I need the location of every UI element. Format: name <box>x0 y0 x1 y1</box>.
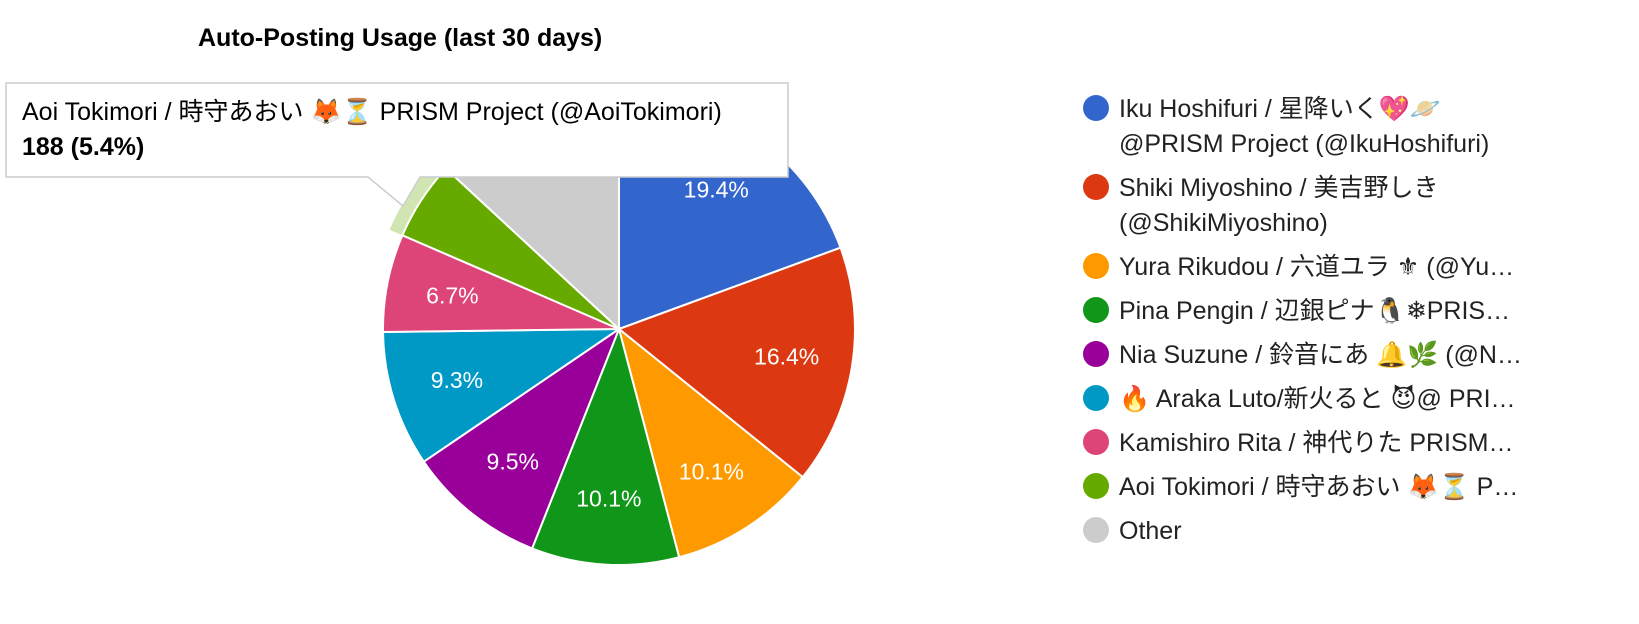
slice-label: 9.3% <box>431 367 483 393</box>
legend-swatch <box>1083 95 1109 121</box>
pie-slices <box>382 91 856 566</box>
legend-swatch <box>1083 429 1109 455</box>
legend-label: Iku Hoshifuri / 星降いく💖🪐 <box>1119 94 1442 123</box>
legend-label: Aoi Tokimori / 時守あおい 🦊⏳ P… <box>1119 472 1518 501</box>
slice-highlight-ring <box>389 159 446 236</box>
legend-item-araka-luto[interactable]: 🔥 Araka Luto/新火ると 😈@ PRI… <box>1083 384 1516 413</box>
legend-item-yura-rikudou[interactable]: Yura Rikudou / 六道ユラ ⚜ (@Yu… <box>1083 253 1514 281</box>
legend-swatch <box>1083 385 1109 411</box>
legend-label: Yura Rikudou / 六道ユラ ⚜ (@Yu… <box>1119 253 1514 281</box>
pie-slice-shiki-miyoshino-shikimiyoshino[interactable] <box>616 246 856 479</box>
legend-swatch <box>1083 517 1109 543</box>
slice-label: 16.4% <box>754 344 819 370</box>
slice-label: 6.7% <box>426 283 478 309</box>
legend-item-shiki-miyoshino-shikimiyoshino[interactable]: Shiki Miyoshino / 美吉野しき (@ShikiMiyoshino) <box>1083 174 1439 237</box>
legend-label: Other <box>1119 517 1182 545</box>
legend-label: Kamishiro Rita / 神代りた PRISM… <box>1119 429 1514 457</box>
legend-item-iku-hoshifuri-prism-project-ik[interactable]: Iku Hoshifuri / 星降いく💖🪐 @PRISM Project (@I… <box>1083 94 1489 158</box>
legend-item-kamishiro-rita-prism[interactable]: Kamishiro Rita / 神代りた PRISM… <box>1083 429 1514 457</box>
slice-label: 10.1% <box>576 486 641 512</box>
legend-label: Pina Pengin / 辺銀ピナ🐧❄PRIS… <box>1119 296 1510 325</box>
chart-title: Auto-Posting Usage (last 30 days) <box>198 24 602 52</box>
pie-slice-araka-luto[interactable] <box>382 327 623 464</box>
slice-label: 19.4% <box>684 177 749 203</box>
tooltip: Aoi Tokimori / 時守あおい 🦊⏳ PRISM Project (@… <box>5 82 789 208</box>
legend-label: 🔥 Araka Luto/新火ると 😈@ PRI… <box>1119 384 1516 413</box>
tooltip-series-name: Aoi Tokimori / 時守あおい 🦊⏳ PRISM Project (@… <box>22 97 722 126</box>
slice-label: 9.5% <box>487 449 539 475</box>
legend-swatch <box>1083 473 1109 499</box>
legend-label: @PRISM Project (@IkuHoshifuri) <box>1119 130 1489 158</box>
legend-item-other[interactable]: Other <box>1083 517 1182 545</box>
pie-slice-pina-pengin[interactable] <box>530 325 681 566</box>
slice-label: 10.1% <box>679 459 744 485</box>
tooltip-box <box>5 82 789 208</box>
legend-swatch <box>1083 174 1109 200</box>
pie-slice-nia-suzune[interactable] <box>422 326 622 550</box>
legend-label: Shiki Miyoshino / 美吉野しき <box>1119 174 1439 202</box>
tooltip-value: 188 (5.4%) <box>22 133 144 161</box>
legend-swatch <box>1083 253 1109 279</box>
legend-swatch <box>1083 341 1109 367</box>
legend-label: Nia Suzune / 鈴音にあ 🔔🌿 (@N… <box>1119 340 1522 369</box>
legend-label: (@ShikiMiyoshino) <box>1119 209 1328 237</box>
legend: Iku Hoshifuri / 星降いく💖🪐 @PRISM Project (@I… <box>1083 94 1522 545</box>
legend-swatch <box>1083 297 1109 323</box>
legend-item-nia-suzune[interactable]: Nia Suzune / 鈴音にあ 🔔🌿 (@N… <box>1083 340 1522 369</box>
legend-item-aoi-tokimori-prism-project-aoi[interactable]: Aoi Tokimori / 時守あおい 🦊⏳ P… <box>1083 472 1518 501</box>
slice-labels: 19.4% 16.4% 10.1% 10.1% 9.5% 9.3% 6.7% <box>426 177 819 512</box>
legend-item-pina-pengin[interactable]: Pina Pengin / 辺銀ピナ🐧❄PRIS… <box>1083 296 1510 325</box>
